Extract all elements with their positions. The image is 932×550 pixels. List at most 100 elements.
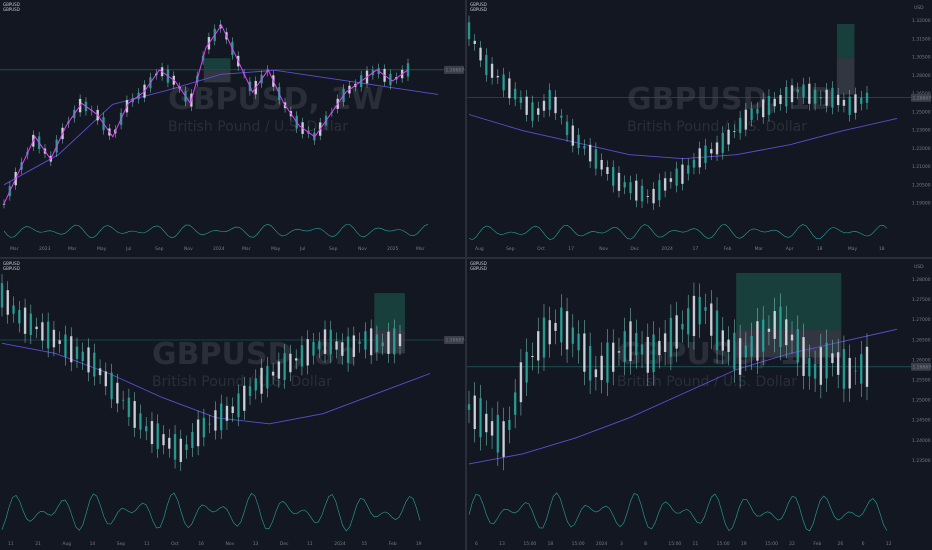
chart-panel-8h[interactable]: GBPUSD GBPUSD GBPUSD, 8h British Pound /… xyxy=(0,259,465,550)
candle-body xyxy=(669,317,673,357)
time-axis-label: May xyxy=(271,246,281,252)
price-box xyxy=(911,93,931,102)
chart-canvas[interactable]: 11 21 Aug 14 Sep 11 Oct 16 Nov 13 Dec 11 2024 15 Feb 19… xyxy=(0,259,465,550)
candle-body xyxy=(502,421,505,457)
candle-body xyxy=(652,334,655,373)
candle-body xyxy=(681,164,684,184)
candle-body xyxy=(790,85,794,103)
candle-body xyxy=(52,329,56,348)
candle-body xyxy=(831,87,834,108)
candle-body xyxy=(623,182,626,188)
candle-body xyxy=(6,290,9,315)
candle-body xyxy=(329,329,332,355)
time-axis-label: 11 xyxy=(693,541,699,547)
time-axis-label: 6 xyxy=(862,541,865,547)
candle-body xyxy=(306,339,309,366)
candle-body xyxy=(565,311,569,350)
candle-body xyxy=(162,434,165,446)
time-axis-label: 14 xyxy=(90,541,96,547)
candle-body xyxy=(727,129,730,145)
candle-body xyxy=(658,340,661,356)
time-axis-label: 19 xyxy=(741,541,747,547)
time-axis-label: 2025 xyxy=(387,246,399,252)
price-axis-label: 1.20500 xyxy=(912,182,931,188)
candle-body xyxy=(715,310,719,350)
time-axis-label: Jul xyxy=(299,246,305,252)
time-axis-label: 15:00 xyxy=(668,541,681,547)
candle-body xyxy=(658,180,661,201)
time-axis-label: 2024 xyxy=(661,246,673,252)
candle-body xyxy=(865,92,869,103)
candle-body xyxy=(560,115,563,118)
chart-panel-1h[interactable]: GBPUSD GBPUSD GBPUSD, 1h British Pound /… xyxy=(467,259,932,550)
candle-body xyxy=(640,344,644,355)
price-box-label: 1.26667 xyxy=(446,338,465,344)
candle-body xyxy=(485,413,488,433)
candle-body xyxy=(64,334,67,357)
time-axis-label: May xyxy=(97,246,107,252)
candle-body xyxy=(750,335,753,357)
candle-body xyxy=(519,97,523,103)
candle-body xyxy=(738,117,742,134)
header-line-1: GBPUSD xyxy=(470,261,487,266)
candle-body xyxy=(479,47,482,61)
candle-body xyxy=(225,405,229,421)
oscillator-line xyxy=(468,492,888,532)
price-axis-label: 1.26000 xyxy=(912,357,931,363)
candle-body xyxy=(669,178,673,182)
candle-body xyxy=(381,342,384,347)
candle-body xyxy=(93,352,96,377)
candle-body xyxy=(779,306,782,347)
candle-body xyxy=(796,89,799,93)
candle-body xyxy=(202,417,206,438)
candle-body xyxy=(300,345,304,367)
time-axis-label: 8 xyxy=(644,541,647,547)
time-axis-label: 6 xyxy=(475,541,478,547)
candle-body xyxy=(808,83,811,104)
candle-body xyxy=(554,96,557,114)
price-box-label: 1.26667 xyxy=(913,364,932,370)
candle-body xyxy=(612,342,615,372)
candle-body xyxy=(513,392,517,415)
price-axis-label: 1.19000 xyxy=(912,201,931,207)
candle-body xyxy=(254,378,257,391)
candle-body xyxy=(485,54,488,76)
stop-zone xyxy=(203,70,231,83)
candle-body xyxy=(836,352,840,375)
candle-body xyxy=(81,351,84,362)
price-axis-label: 1.31500 xyxy=(912,36,931,42)
candle-body xyxy=(692,159,696,168)
panel-header: GBPUSD GBPUSD xyxy=(470,2,487,12)
candle-body xyxy=(854,370,857,372)
candle-body xyxy=(502,74,505,91)
oscillator-line xyxy=(468,224,888,240)
candle-body xyxy=(318,341,321,350)
candle-body xyxy=(29,313,33,336)
chart-canvas[interactable]: Aug Sep Oct 17 Nov Dec 2024 17 Feb Mar Apr 18 May 18 1… xyxy=(467,0,932,257)
candle-body xyxy=(704,307,707,311)
candle-body xyxy=(18,309,21,324)
time-axis-label: Aug xyxy=(62,541,71,547)
vertical-divider xyxy=(465,0,467,550)
chart-panel-daily[interactable]: GBPUSD GBPUSD GBPUSD, 1D British Pound /… xyxy=(467,0,932,257)
time-axis-label: 11 xyxy=(8,541,14,547)
candle-body xyxy=(375,334,379,352)
candle-body xyxy=(496,75,500,78)
candle-body xyxy=(58,340,61,344)
candle-body xyxy=(214,410,217,431)
time-axis-label: Mar xyxy=(10,246,19,252)
time-axis-label: Apr xyxy=(786,246,794,252)
time-axis-label: Mar xyxy=(416,246,425,252)
candle-body xyxy=(35,326,38,330)
chart-panel-weekly[interactable]: GBPUSD GBPUSD GBPUSD, 1W British Pound /… xyxy=(0,0,465,257)
candle-body xyxy=(496,414,500,453)
candle-body xyxy=(519,362,523,403)
candle-body xyxy=(750,108,753,120)
chart-canvas[interactable]: Mar 2023 Mar May Jul Sep Nov 2024 Mar May Jul Sep No… xyxy=(0,0,465,257)
price-axis-label: 1.21000 xyxy=(912,164,931,170)
header-line-1: GBPUSD xyxy=(3,2,20,7)
candle-body xyxy=(196,419,200,447)
candle-body xyxy=(831,353,834,364)
header-line-2: GBPUSD xyxy=(470,266,487,271)
chart-canvas[interactable]: 6 13 15:00 18 15:00 2024 3 8 15:00 11 15:00 19 15:00… xyxy=(467,259,932,550)
